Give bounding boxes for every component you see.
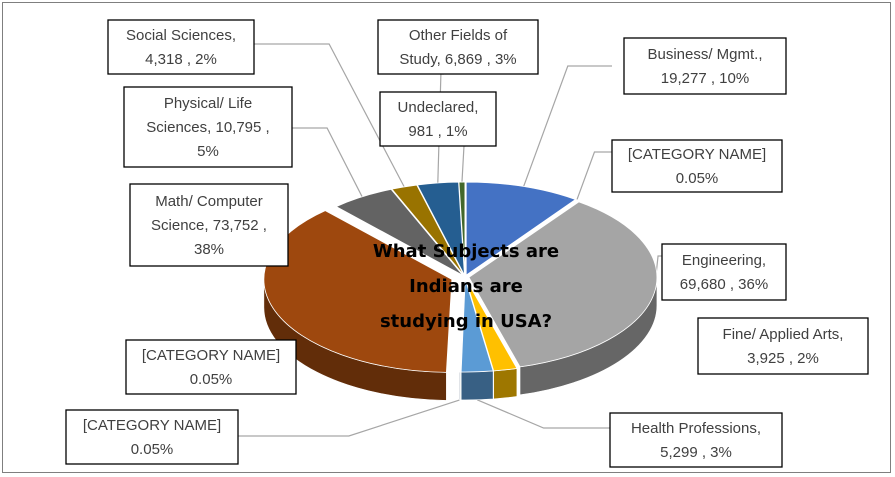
label-text: 38% bbox=[194, 241, 224, 258]
label-box bbox=[107, 19, 255, 75]
leader-line bbox=[461, 145, 466, 183]
pie-slice bbox=[391, 184, 465, 276]
pie-tops bbox=[263, 181, 658, 373]
leader-line bbox=[292, 127, 363, 198]
slice-side bbox=[459, 371, 461, 401]
label-text: Math/ Computer bbox=[155, 193, 263, 210]
label-text: Social Sciences, bbox=[126, 27, 236, 44]
title-line: Indians are bbox=[409, 276, 523, 297]
pie-slice bbox=[335, 188, 464, 276]
chart-title: What Subjects are Indians are studying in … bbox=[373, 241, 559, 332]
label-text: 0.05% bbox=[676, 170, 719, 187]
label-text: Sciences, 10,795 , bbox=[146, 119, 269, 136]
label-text: [CATEGORY NAME] bbox=[83, 417, 221, 434]
label-box bbox=[697, 317, 869, 375]
leader-line bbox=[523, 65, 612, 187]
label-text: [CATEGORY NAME] bbox=[628, 146, 766, 163]
label-text: Business/ Mgmt., bbox=[647, 46, 762, 63]
label-box bbox=[611, 139, 783, 193]
label-box bbox=[125, 339, 297, 395]
label-box bbox=[129, 183, 289, 267]
label-box bbox=[379, 91, 497, 147]
data-label-health: Health Professions, 5,299 , 3% bbox=[609, 412, 783, 468]
leader-line bbox=[576, 151, 612, 201]
label-text: 5,299 , 3% bbox=[660, 444, 732, 461]
label-text: 3,925 , 2% bbox=[747, 350, 819, 367]
pie-slice bbox=[468, 201, 658, 368]
data-label-cat_mid: [CATEGORY NAME] 0.05% bbox=[125, 339, 297, 395]
slice-side bbox=[493, 368, 518, 400]
label-text: 19,277 , 10% bbox=[661, 70, 749, 87]
data-label-business: Business/ Mgmt., 19,277 , 10% bbox=[623, 37, 787, 95]
pie-slice bbox=[465, 278, 518, 372]
label-text: 69,680 , 36% bbox=[680, 276, 768, 293]
label-text: Health Professions, bbox=[631, 420, 761, 437]
data-label-engineering: Engineering, 69,680 , 36% bbox=[661, 243, 787, 301]
label-text: Fine/ Applied Arts, bbox=[723, 326, 844, 343]
data-label-cat_top: [CATEGORY NAME] 0.05% bbox=[611, 139, 783, 193]
label-box bbox=[65, 409, 239, 465]
pie-slice bbox=[467, 199, 579, 276]
label-text: Physical/ Life bbox=[164, 95, 252, 112]
leader-line bbox=[476, 399, 610, 429]
data-label-fine_arts: Fine/ Applied Arts, 3,925 , 2% bbox=[697, 317, 869, 375]
label-box bbox=[623, 37, 787, 95]
data-label-other: Other Fields of Study, 6,869 , 3% bbox=[377, 19, 539, 75]
data-label-cat_low: [CATEGORY NAME] 0.05% bbox=[65, 409, 239, 465]
data-label-undeclared: Undeclared, 981 , 1% bbox=[379, 91, 497, 147]
label-text: 981 , 1% bbox=[408, 123, 467, 140]
label-text: 5% bbox=[197, 143, 219, 160]
label-text: Other Fields of bbox=[409, 27, 508, 44]
label-text: Undeclared, bbox=[398, 99, 479, 116]
pie-slice bbox=[458, 278, 466, 373]
pie-slice bbox=[458, 181, 466, 276]
label-text: [CATEGORY NAME] bbox=[142, 347, 280, 364]
data-label-physical: Physical/ Life Sciences, 10,795 , 5% bbox=[123, 86, 293, 168]
pie-slice bbox=[416, 181, 465, 276]
label-box bbox=[609, 412, 783, 468]
label-text: Science, 73,752 , bbox=[151, 217, 267, 234]
title-line: What Subjects are bbox=[373, 241, 559, 262]
data-label-math: Math/ Computer Science, 73,752 , 38% bbox=[129, 183, 289, 267]
label-text: 0.05% bbox=[131, 441, 174, 458]
label-box bbox=[661, 243, 787, 301]
label-box bbox=[377, 19, 539, 75]
label-text: 0.05% bbox=[190, 371, 233, 388]
label-box bbox=[123, 86, 293, 168]
data-labels: Business/ Mgmt., 19,277 , 10% [CATEGORY NA… bbox=[65, 19, 869, 468]
label-text: 4,318 , 2% bbox=[145, 51, 217, 68]
data-label-social: Social Sciences, 4,318 , 2% bbox=[107, 19, 255, 75]
leader-line bbox=[254, 43, 405, 188]
pie-slice bbox=[465, 181, 577, 276]
slice-side bbox=[460, 370, 494, 401]
label-text: Engineering, bbox=[682, 252, 766, 269]
leader-line bbox=[238, 399, 460, 437]
label-text: Study, 6,869 , 3% bbox=[399, 51, 516, 68]
title-line: studying in USA? bbox=[380, 311, 552, 332]
